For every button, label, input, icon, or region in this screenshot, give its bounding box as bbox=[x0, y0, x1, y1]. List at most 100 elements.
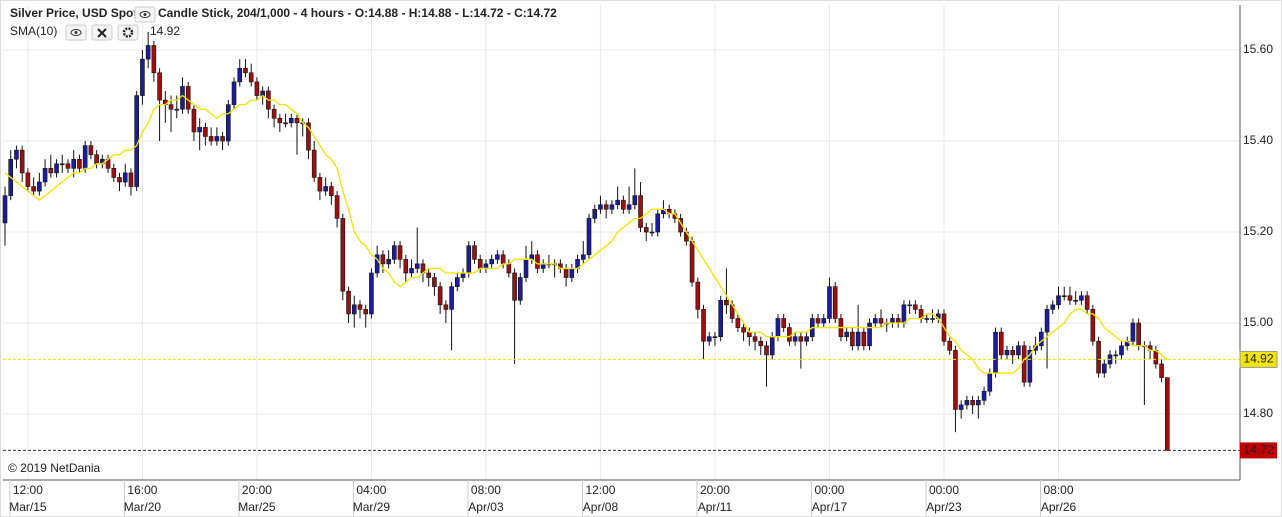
candle-body bbox=[369, 272, 374, 315]
candle-body bbox=[82, 145, 88, 169]
candle-body bbox=[271, 108, 277, 119]
candle-body bbox=[621, 199, 626, 210]
candle-body bbox=[964, 400, 970, 406]
y-tick-label: 14.80 bbox=[1243, 406, 1273, 420]
candle-body bbox=[775, 318, 781, 337]
x-tick-label: 20:00 bbox=[242, 483, 272, 497]
candle-body bbox=[489, 259, 494, 265]
sma-remove-button[interactable] bbox=[91, 24, 113, 41]
sma-tag-label: 14.92 bbox=[1243, 352, 1273, 366]
candle-body bbox=[397, 245, 403, 260]
candle-body bbox=[460, 272, 466, 278]
candle-body bbox=[477, 259, 483, 269]
candle-body bbox=[243, 67, 248, 74]
x-tick-date: Mar/15 bbox=[9, 500, 47, 514]
candle-body bbox=[924, 318, 930, 320]
candle-body bbox=[901, 304, 907, 324]
candle-body bbox=[220, 136, 225, 142]
candle-body bbox=[31, 186, 36, 192]
candle-body bbox=[500, 254, 506, 265]
candle-body bbox=[432, 277, 437, 287]
candle-body bbox=[701, 309, 706, 342]
candle-body bbox=[1119, 345, 1124, 356]
candle-body bbox=[88, 145, 94, 155]
sma-settings-button[interactable] bbox=[117, 24, 139, 41]
last-price-tag bbox=[1240, 442, 1277, 459]
candle-body bbox=[414, 263, 420, 269]
candle-body bbox=[323, 186, 328, 192]
candle-body bbox=[798, 336, 804, 342]
candle-body bbox=[603, 204, 609, 210]
candle-body bbox=[151, 45, 157, 74]
candle-body bbox=[787, 327, 792, 342]
candle-body bbox=[111, 168, 117, 178]
candle-body bbox=[346, 290, 351, 315]
candle-body bbox=[769, 336, 775, 356]
candle-body bbox=[254, 81, 260, 96]
candle-body bbox=[844, 331, 849, 337]
candle-body bbox=[374, 254, 380, 274]
candle-body bbox=[363, 309, 369, 315]
chart-subtitle: Candle Stick, 204/1,000 - 4 hours - O:14… bbox=[158, 6, 557, 20]
candle-body bbox=[449, 286, 454, 310]
candle-body bbox=[1090, 309, 1096, 342]
y-tick-label: 15.40 bbox=[1243, 133, 1273, 147]
candle-body bbox=[214, 136, 220, 142]
y-tick-label: 15.20 bbox=[1243, 224, 1273, 238]
candle-body bbox=[1159, 363, 1164, 378]
candle-body bbox=[970, 400, 975, 406]
candle-body bbox=[563, 268, 569, 278]
candle-body bbox=[580, 254, 586, 260]
candle-body bbox=[54, 163, 59, 174]
candle-body bbox=[65, 163, 71, 169]
candle-body bbox=[832, 286, 838, 319]
candle-body bbox=[191, 108, 197, 133]
x-tick-date: Mar/29 bbox=[353, 500, 391, 514]
sma-eye-button[interactable] bbox=[65, 24, 87, 41]
candle-body bbox=[867, 322, 872, 347]
candle-body bbox=[1027, 350, 1033, 383]
candle-body bbox=[981, 390, 987, 401]
candle-body bbox=[741, 327, 746, 333]
candle-body bbox=[208, 136, 214, 142]
candle-body bbox=[483, 263, 489, 269]
candle-body bbox=[695, 281, 701, 310]
last-price-label: 14.72 bbox=[1243, 443, 1273, 457]
candle-body bbox=[409, 268, 414, 274]
candle-body bbox=[380, 254, 386, 265]
candle-body bbox=[615, 199, 620, 206]
candle-body bbox=[437, 286, 443, 306]
candle-body bbox=[495, 254, 500, 260]
candle-body bbox=[913, 304, 918, 310]
candle-body bbox=[334, 195, 340, 219]
candle-body bbox=[59, 163, 65, 166]
candle-body bbox=[1084, 295, 1090, 310]
candle-body bbox=[861, 331, 867, 347]
candle-body bbox=[850, 331, 855, 347]
candle-body bbox=[403, 259, 409, 274]
candle-body bbox=[329, 186, 334, 196]
candle-body bbox=[472, 245, 477, 260]
candle-body bbox=[1079, 295, 1084, 301]
candle-body bbox=[71, 158, 77, 169]
candle-body bbox=[1039, 331, 1044, 347]
candle-body bbox=[655, 213, 661, 233]
candle-body bbox=[953, 350, 958, 410]
candle-body bbox=[907, 304, 912, 307]
candle-body bbox=[225, 104, 231, 142]
candle-body bbox=[25, 172, 31, 187]
candle-body bbox=[1130, 322, 1136, 342]
candle-body bbox=[1056, 295, 1061, 306]
candle-body bbox=[455, 277, 460, 287]
candle-body bbox=[1102, 363, 1107, 374]
x-tick-label: 20:00 bbox=[700, 483, 730, 497]
candle-body bbox=[1153, 350, 1159, 365]
y-tick-label: 15.00 bbox=[1243, 315, 1273, 329]
candle-body bbox=[724, 299, 729, 306]
candle-body bbox=[466, 245, 472, 274]
title-eye-button[interactable] bbox=[134, 6, 156, 23]
candle-body bbox=[294, 117, 300, 124]
candle-body bbox=[827, 286, 832, 319]
x-tick-label: 00:00 bbox=[929, 483, 959, 497]
